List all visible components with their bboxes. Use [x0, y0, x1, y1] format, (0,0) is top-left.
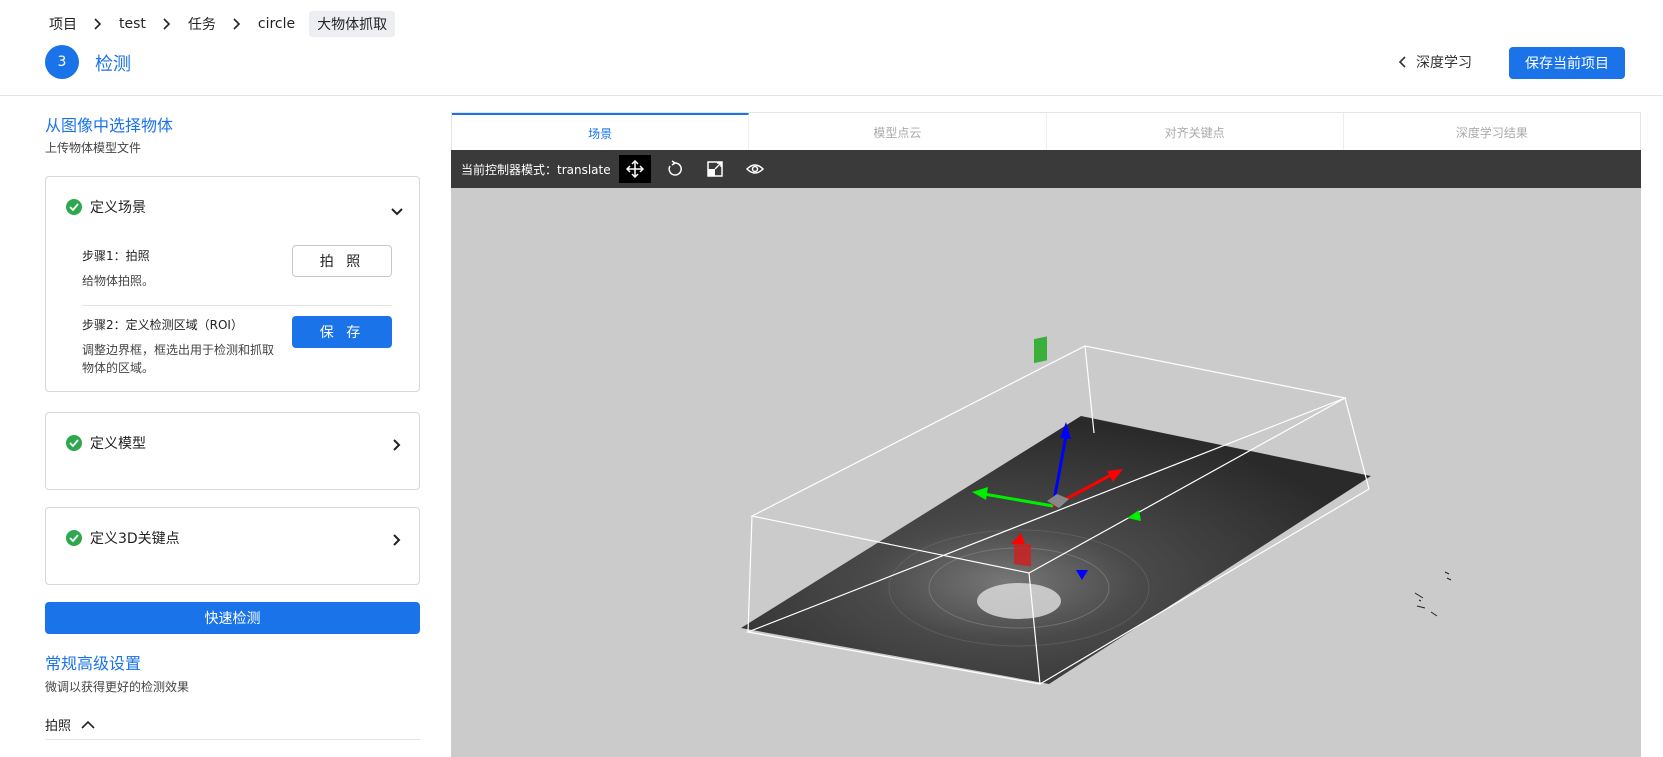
- step-number-badge: 3: [45, 45, 79, 79]
- transform-gizmo[interactable]: [972, 336, 1141, 580]
- roi-bounding-box[interactable]: [745, 345, 1370, 685]
- quick-detect-button[interactable]: 快速检测: [45, 602, 420, 634]
- tab-scene[interactable]: 场景: [452, 113, 750, 151]
- chevron-right-icon[interactable]: [393, 436, 401, 455]
- save-project-button[interactable]: 保存当前项目: [1509, 47, 1625, 79]
- back-to-deep-learning-link[interactable]: 深度学习: [1398, 52, 1472, 72]
- tab-deep-learning-results[interactable]: 深度学习结果: [1455, 125, 1528, 140]
- viewer-panel: 场景 模型点云 对齐关键点 深度学习结果 当前控制器模式：translate: [451, 112, 1641, 757]
- advanced-settings-subtitle: 微调以获得更好的检测效果: [45, 680, 190, 694]
- step-description: 调整边界框，框选出用于检测和抓取物体的区域。: [82, 343, 275, 375]
- chevron-left-icon: [1398, 56, 1406, 68]
- page-header: 项目 test 任务 circle 大物体抓取 3 检测 深度学习 保存当前项目: [0, 0, 1663, 96]
- divider: [82, 305, 392, 306]
- point-cloud-plane: [741, 416, 1371, 684]
- eye-icon[interactable]: [739, 155, 771, 183]
- viewer-toolbar: 当前控制器模式：translate: [451, 150, 1641, 188]
- step-label: 步骤1：拍照: [82, 249, 150, 263]
- breadcrumb-item-project[interactable]: 项目: [49, 17, 77, 33]
- chevron-right-icon: [233, 18, 241, 30]
- card-title: 定义场景: [90, 200, 146, 216]
- take-photo-button[interactable]: 拍 照: [292, 245, 392, 277]
- breadcrumb-item-test[interactable]: test: [119, 16, 146, 32]
- check-circle-icon: [66, 199, 82, 215]
- step-label: 步骤2：定义检测区域（ROI）: [82, 318, 243, 332]
- breadcrumb: 项目 test 任务 circle 大物体抓取: [45, 11, 396, 37]
- card-define-keypoints-header: 定义3D关键点: [66, 528, 180, 548]
- card-define-model-header: 定义模型: [66, 433, 146, 453]
- breadcrumb-item-task[interactable]: 任务: [187, 17, 216, 33]
- tab-model-pointcloud[interactable]: 模型点云: [749, 113, 1047, 151]
- left-panel: 从图像中选择物体 上传物体模型文件 定义场景 步骤1：拍照 给物体拍照。 拍 照…: [45, 96, 420, 757]
- check-circle-icon: [66, 530, 82, 546]
- card-title: 定义模型: [90, 436, 146, 452]
- viewer-tabs: 场景 模型点云 对齐关键点 深度学习结果: [451, 112, 1641, 151]
- chevron-right-icon[interactable]: [393, 531, 401, 550]
- move-icon[interactable]: [618, 155, 651, 183]
- chevron-down-icon[interactable]: [391, 201, 403, 220]
- back-link-label: 深度学习: [1416, 55, 1472, 71]
- tab-align-keypoints[interactable]: 对齐关键点: [1047, 113, 1344, 151]
- advanced-settings-title: 常规高级设置: [45, 654, 142, 673]
- step-row-roi: 步骤2：定义检测区域（ROI） 调整边界框，框选出用于检测和抓取物体的区域。 保…: [82, 316, 392, 376]
- scale-icon[interactable]: [699, 155, 731, 183]
- scene-render: [741, 336, 1452, 685]
- step-row-photo: 步骤1：拍照 给物体拍照。 拍 照: [82, 245, 392, 297]
- card-title: 定义3D关键点: [90, 531, 180, 547]
- 3d-viewport[interactable]: [451, 188, 1641, 757]
- page-title: 检测: [95, 54, 131, 75]
- select-object-subtitle: 上传物体模型文件: [45, 141, 142, 155]
- chevron-right-icon: [163, 18, 171, 30]
- step-description: 给物体拍照。: [82, 274, 155, 288]
- card-define-scene-header[interactable]: 定义场景: [66, 197, 146, 217]
- card-define-scene: 定义场景 步骤1：拍照 给物体拍照。 拍 照 步骤2：定义检测区域（ROI） 调…: [45, 176, 420, 392]
- card-define-model[interactable]: 定义模型: [45, 412, 420, 490]
- controller-mode-label: 当前控制器模式：translate: [461, 162, 611, 177]
- card-define-keypoints[interactable]: 定义3D关键点: [45, 507, 420, 585]
- chevron-up-icon: [81, 720, 95, 729]
- circle-ring: [888, 529, 1150, 647]
- rotate-icon[interactable]: [659, 155, 691, 183]
- check-circle-icon: [66, 435, 82, 451]
- select-object-title: 从图像中选择物体: [45, 116, 174, 135]
- breadcrumb-current: 大物体抓取: [309, 11, 396, 37]
- chevron-right-icon: [94, 18, 102, 30]
- collapse-label: 拍照: [45, 719, 72, 734]
- stray-points: [1414, 571, 1452, 617]
- breadcrumb-item-circle[interactable]: circle: [257, 16, 296, 32]
- photo-settings-collapse[interactable]: 拍照: [45, 710, 420, 740]
- save-roi-button[interactable]: 保 存: [292, 316, 392, 348]
- circle-object: [977, 583, 1061, 619]
